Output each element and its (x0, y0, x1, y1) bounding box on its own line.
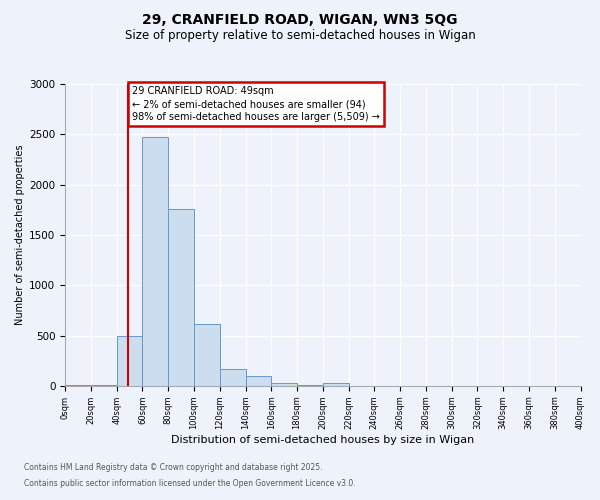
Bar (91, 385, 116, 386)
Bar (323, 383, 349, 386)
Bar (220, 369, 245, 386)
Text: Contains HM Land Registry data © Crown copyright and database right 2025.: Contains HM Land Registry data © Crown c… (24, 464, 323, 472)
Bar (245, 376, 271, 386)
Bar (168, 209, 194, 386)
Text: 29, CRANFIELD ROAD, WIGAN, WN3 5QG: 29, CRANFIELD ROAD, WIGAN, WN3 5QG (142, 12, 458, 26)
Bar (116, 336, 142, 386)
Text: Contains public sector information licensed under the Open Government Licence v3: Contains public sector information licen… (24, 478, 356, 488)
X-axis label: Distribution of semi-detached houses by size in Wigan: Distribution of semi-detached houses by … (171, 435, 475, 445)
Text: 29 CRANFIELD ROAD: 49sqm
← 2% of semi-detached houses are smaller (94)
98% of se: 29 CRANFIELD ROAD: 49sqm ← 2% of semi-de… (132, 86, 380, 122)
Text: Size of property relative to semi-detached houses in Wigan: Size of property relative to semi-detach… (125, 29, 475, 42)
Bar (271, 383, 297, 386)
Bar (194, 324, 220, 386)
Y-axis label: Number of semi-detached properties: Number of semi-detached properties (15, 144, 25, 325)
Bar (142, 138, 168, 386)
